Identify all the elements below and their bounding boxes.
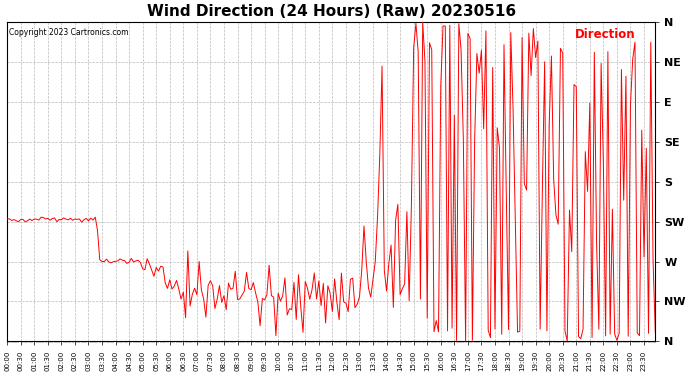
Title: Wind Direction (24 Hours) (Raw) 20230516: Wind Direction (24 Hours) (Raw) 20230516 xyxy=(147,4,516,19)
Text: Copyright 2023 Cartronics.com: Copyright 2023 Cartronics.com xyxy=(9,28,128,37)
Text: Direction: Direction xyxy=(575,28,636,41)
